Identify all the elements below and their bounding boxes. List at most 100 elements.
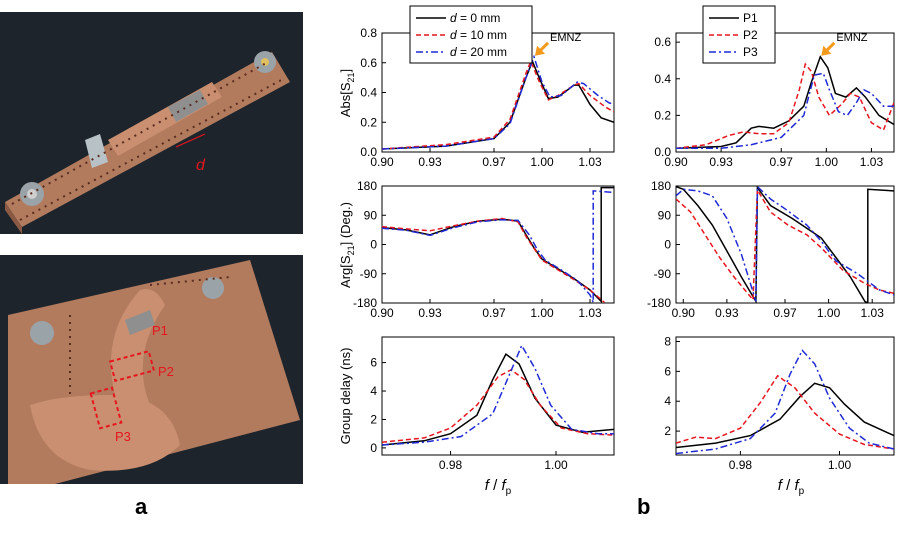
arg_left-xtick-label: 1.00 <box>530 306 554 320</box>
arg_right-frame <box>675 185 895 304</box>
recess-bottom <box>30 395 180 471</box>
arg_right-chart: 0.90 0.93 0.97 1.00 1.03 180 90 0 -90 -180 <box>647 179 895 320</box>
gd_right-series-red <box>676 374 894 450</box>
connector-b-right <box>202 277 224 299</box>
gd_left-ytick-label: 6 <box>370 356 377 370</box>
arg_left-xtick-label: 1.03 <box>578 306 602 320</box>
abs_right-annotation: EMNZ <box>836 32 867 44</box>
plate-edge <box>5 202 22 234</box>
gd_left-series-red <box>382 368 614 443</box>
abs_right-ytick-label: 0.6 <box>654 35 671 49</box>
photo-top-svg: d <box>5 51 290 234</box>
abs_right-ytick-label: 0.2 <box>654 108 671 122</box>
abs_right-xtick-label: 0.93 <box>709 155 733 169</box>
xlabel-left: f / fp <box>485 477 512 497</box>
position-box-p3 <box>89 386 123 430</box>
abs_left-series-black <box>382 59 614 150</box>
arg_left-chart: 0.90 0.93 0.97 1.00 1.03 180 90 0 -90 -180 <box>353 179 615 320</box>
abs_left-ytick-label: 0.6 <box>360 56 377 70</box>
gd_left-series-black <box>382 352 614 446</box>
metamaterial-strip-b <box>125 310 155 335</box>
label-p1: P1 <box>152 323 168 338</box>
arg_left-ytick-label: 0 <box>370 238 377 252</box>
gd_left-xtick-label: 0.98 <box>439 458 463 472</box>
dim-arrow <box>175 133 206 148</box>
gd_left-chart: 0.98 1.00 0 2 4 6 <box>370 336 615 472</box>
arg_left-frame <box>381 185 615 304</box>
abs_left-annotation-arrowhead <box>535 45 545 56</box>
gd_right-frame <box>675 336 895 456</box>
gd_left-xtick-label: 1.00 <box>544 458 568 472</box>
panel-label-a: a <box>135 494 148 519</box>
ylabel-arg: Arg[S21] (Deg.) <box>338 202 356 288</box>
abs_right-chart: 0.90 0.93 0.97 1.00 1.03 0.0 0.2 0.4 0.6 EMNZ <box>654 32 895 169</box>
abs_left-xtick-label: 0.90 <box>370 155 394 169</box>
abs_left-xtick-label: 0.97 <box>482 155 506 169</box>
abs_left-series-red <box>382 59 614 150</box>
xlabel-right: f / fp <box>778 477 805 497</box>
gd_right-ytick-label: 4 <box>664 394 671 408</box>
gd_left-ytick-label: 4 <box>370 384 377 398</box>
abs_right-xtick-label: 0.97 <box>770 155 794 169</box>
arg_left-series-red <box>382 217 605 303</box>
label-p3: P3 <box>115 429 131 444</box>
gd_left-frame <box>381 336 615 456</box>
legend-left-entry: d = 10 mm <box>450 28 507 42</box>
legend-right-box <box>702 5 776 64</box>
abs_right-xtick-label: 1.03 <box>860 155 884 169</box>
arg_right-series-black <box>676 186 894 303</box>
abs_right-ytick-label: 0.0 <box>654 145 671 159</box>
ylabel-abs: Abs[S21] <box>338 69 356 117</box>
arg_left-xtick-label: 0.90 <box>370 306 394 320</box>
abs_right-ytick-label: 0.4 <box>654 72 671 86</box>
abs_right-annotation-arrowhead <box>821 45 832 56</box>
arg_right-ytick-label: 90 <box>658 208 672 222</box>
gd_right-series-black <box>676 382 894 449</box>
arg_right-ytick-label: -90 <box>654 267 672 281</box>
gd_left-ytick-label: 0 <box>370 441 377 455</box>
legend-left-entry: d = 0 mm <box>450 11 500 25</box>
arg_left-series-blue <box>382 190 614 303</box>
arg_left-ytick-label: -90 <box>360 267 378 281</box>
legend-left: d = 0 mm d = 10 mm d = 20 mm <box>409 5 533 64</box>
abs_right-series-blue <box>676 72 894 150</box>
abs_right-series-red <box>676 62 894 150</box>
gd_right-xtick-label: 0.98 <box>729 458 753 472</box>
ylabel-group-delay: Group delay (ns) <box>338 348 353 445</box>
abs_left-chart: 0.90 0.93 0.97 1.00 1.03 0.0 0.2 0.4 0.6 0.8 EMNZ <box>360 26 615 169</box>
photo-bottom-svg: P1 P2 P3 <box>8 260 300 484</box>
arg_left-xtick-label: 0.93 <box>418 306 442 320</box>
arg_right-ytick-label: -180 <box>647 296 671 310</box>
arg_left-series-black <box>382 186 614 303</box>
metamaterial-strip <box>168 90 208 122</box>
abs_left-xtick-label: 0.93 <box>418 155 442 169</box>
arg_right-ytick-label: 180 <box>651 179 671 193</box>
arg_right-xtick-label: 0.97 <box>773 306 797 320</box>
arg_right-xtick-label: 1.03 <box>861 306 885 320</box>
arg_right-ytick-label: 0 <box>664 238 671 252</box>
gd_right-ytick-label: 2 <box>664 424 671 438</box>
gd_right-series-blue <box>676 349 894 455</box>
arg_right-xtick-label: 0.90 <box>672 306 696 320</box>
gd_left-series-blue <box>382 343 614 446</box>
label-p2: P2 <box>158 364 174 379</box>
gd_left-ytick-label: 2 <box>370 412 377 426</box>
abs_left-xtick-label: 1.03 <box>578 155 602 169</box>
arg_right-xtick-label: 0.93 <box>715 306 739 320</box>
position-box-p2 <box>108 349 156 383</box>
abs_left-ytick-label: 0.4 <box>360 86 377 100</box>
abs_left-series-blue <box>382 54 614 150</box>
legend-left-entry: d = 20 mm <box>450 45 507 59</box>
arg_left-xtick-label: 0.97 <box>482 306 506 320</box>
connector-b-left <box>30 321 54 345</box>
gd_right-ytick-label: 8 <box>664 334 671 348</box>
arg_right-series-red <box>676 187 894 302</box>
abs_left-xtick-label: 1.00 <box>530 155 554 169</box>
arg_left-ytick-label: 180 <box>357 179 377 193</box>
abs_left-annotation: EMNZ <box>550 32 581 44</box>
legend-left-box <box>409 5 533 64</box>
gd_right-ytick-label: 6 <box>664 364 671 378</box>
gd_right-xtick-label: 1.00 <box>828 458 852 472</box>
gd_right-chart: 0.98 1.00 2 4 6 8 <box>664 334 895 472</box>
abs_right-series-black <box>676 55 894 150</box>
